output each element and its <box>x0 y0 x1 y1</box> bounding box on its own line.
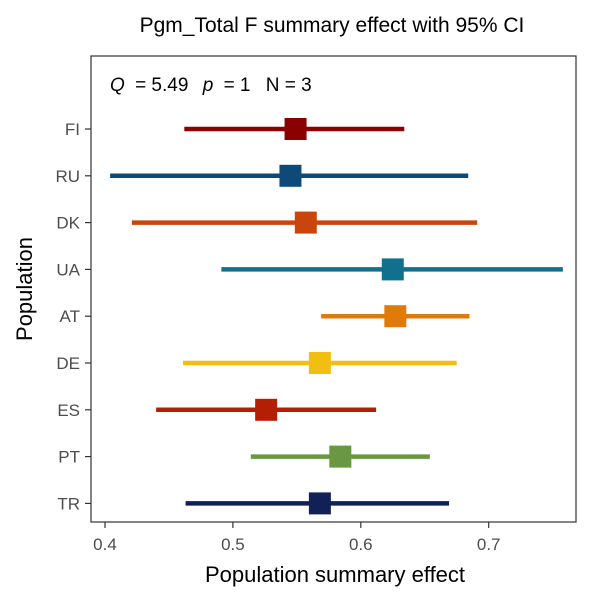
row-fi <box>184 118 405 140</box>
estimate-marker-dk <box>294 211 317 234</box>
x-axis-title: Population summary effect <box>205 562 465 587</box>
forest-marks <box>110 118 563 515</box>
row-de <box>183 352 457 374</box>
estimate-marker-pt <box>329 445 352 468</box>
x-axis: 0.4 0.5 0.6 0.7 <box>93 522 501 554</box>
y-tick-label-ua: UA <box>56 260 80 279</box>
plot-panel <box>90 55 577 523</box>
y-tick-label-fi: FI <box>65 120 80 139</box>
row-tr <box>185 492 450 515</box>
row-ru <box>110 164 469 187</box>
y-axis-title: Population <box>12 237 37 341</box>
row-ua <box>221 258 563 281</box>
n-count: N = 3 <box>266 75 312 96</box>
estimate-marker-ua <box>381 258 404 281</box>
p-value: = 1 <box>224 75 251 96</box>
row-pt <box>250 445 430 468</box>
estimate-marker-es <box>255 398 278 421</box>
q-symbol: Q <box>110 75 125 96</box>
estimate-marker-at <box>384 305 407 328</box>
chart-title: Pgm_Total F summary effect with 95% CI <box>140 14 525 37</box>
y-axis: FI RU DK UA AT DE ES PT TR <box>55 120 91 513</box>
y-tick-label-tr: TR <box>57 494 80 513</box>
row-at <box>321 305 470 328</box>
estimate-marker-ru <box>279 164 302 187</box>
row-dk <box>131 211 478 234</box>
estimate-marker-fi <box>284 118 307 140</box>
y-tick-label-ru: RU <box>55 167 80 186</box>
p-symbol: p <box>202 75 214 96</box>
y-tick-label-es: ES <box>57 401 80 420</box>
y-tick-label-pt: PT <box>58 448 80 467</box>
estimate-marker-tr <box>308 492 331 515</box>
y-tick-label-dk: DK <box>56 214 80 233</box>
q-value: = 5.49 <box>135 75 188 96</box>
row-es <box>156 398 377 421</box>
stats-annotation: Q = 5.49 p = 1 N = 3 <box>110 75 312 96</box>
x-tick-label-0: 0.4 <box>93 535 117 554</box>
y-tick-label-at: AT <box>60 307 80 326</box>
estimate-marker-de <box>308 352 331 374</box>
y-tick-label-de: DE <box>56 354 80 373</box>
x-tick-label-2: 0.6 <box>349 535 373 554</box>
x-tick-label-1: 0.5 <box>221 535 245 554</box>
x-tick-label-3: 0.7 <box>477 535 501 554</box>
